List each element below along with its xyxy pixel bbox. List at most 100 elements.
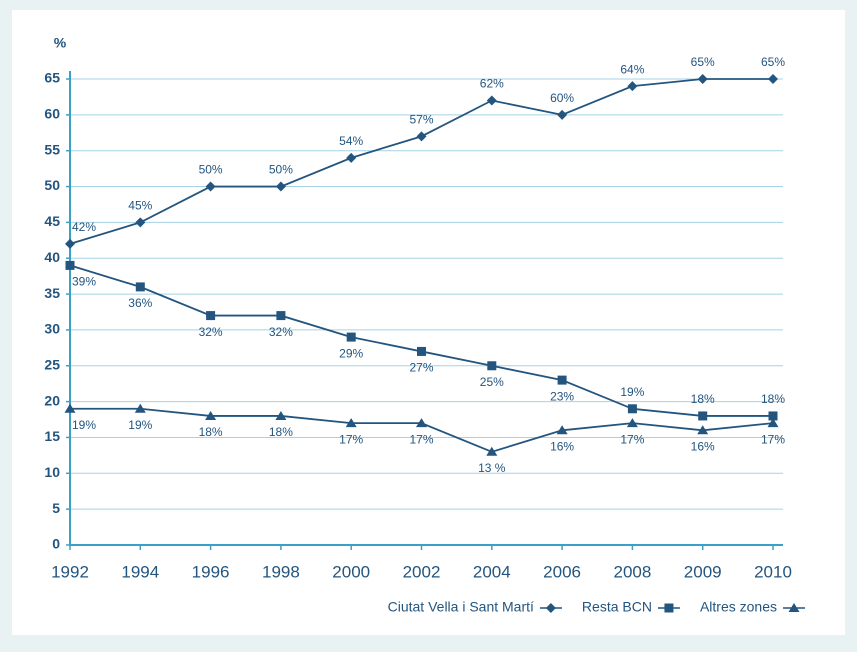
marker xyxy=(627,404,637,414)
marker xyxy=(768,74,778,84)
x-tick-label: 1992 xyxy=(51,562,89,581)
legend-label: Resta BCN xyxy=(582,599,652,615)
x-tick-label: 2004 xyxy=(473,562,511,581)
x-tick-label: 2010 xyxy=(754,562,792,581)
y-tick-label: 65 xyxy=(44,70,60,86)
x-tick-label: 2008 xyxy=(613,562,651,581)
value-label: 32% xyxy=(269,325,293,339)
y-tick-label: 60 xyxy=(44,106,60,122)
marker xyxy=(697,74,708,84)
marker xyxy=(486,95,497,106)
value-label: 27% xyxy=(409,361,433,375)
marker xyxy=(417,346,426,356)
y-tick-label: 45 xyxy=(44,213,60,229)
y-tick-label: 40 xyxy=(44,249,60,265)
legend-marker xyxy=(664,603,674,613)
legend-label: Altres zones xyxy=(700,599,777,615)
value-label: 17% xyxy=(620,432,644,446)
value-label: 13 % xyxy=(478,461,506,475)
x-tick-label: 1994 xyxy=(121,562,159,581)
value-label: 18% xyxy=(199,425,223,439)
y-tick-label: 5 xyxy=(52,500,60,516)
marker xyxy=(346,152,357,163)
y-tick-label: 15 xyxy=(44,428,60,444)
value-label: 54% xyxy=(339,134,363,148)
marker xyxy=(135,282,145,292)
value-label: 17% xyxy=(761,432,785,446)
y-tick-label: 0 xyxy=(52,536,60,552)
value-label: 19% xyxy=(620,385,644,399)
marker xyxy=(416,418,427,428)
marker xyxy=(275,181,286,192)
legend-marker xyxy=(545,603,556,613)
marker xyxy=(698,411,708,421)
marker xyxy=(276,311,286,321)
value-label: 57% xyxy=(409,113,433,127)
marker xyxy=(556,425,568,435)
value-label: 60% xyxy=(550,91,574,105)
value-label: 16% xyxy=(691,439,715,453)
value-label: 18% xyxy=(761,392,785,406)
marker xyxy=(557,109,568,120)
marker xyxy=(345,418,357,428)
value-label: 64% xyxy=(620,62,644,76)
marker xyxy=(627,81,638,92)
y-tick-label: 10 xyxy=(44,464,60,480)
legend-marker xyxy=(788,603,800,612)
value-label: 16% xyxy=(550,439,574,453)
value-label: 42% xyxy=(72,220,96,234)
value-label: 19% xyxy=(72,418,96,432)
x-tick-label: 1998 xyxy=(262,562,300,581)
marker xyxy=(205,410,217,420)
y-tick-label: 20 xyxy=(44,392,60,408)
panel xyxy=(12,10,845,635)
value-label: 25% xyxy=(480,375,504,389)
value-label: 36% xyxy=(128,296,152,310)
marker xyxy=(346,332,356,342)
x-tick-label: 2000 xyxy=(332,562,370,581)
marker xyxy=(557,375,567,385)
marker xyxy=(205,181,216,192)
marker xyxy=(64,403,76,413)
marker xyxy=(626,418,638,428)
marker xyxy=(768,411,778,421)
marker xyxy=(134,403,146,413)
value-label: 23% xyxy=(550,389,574,403)
marker xyxy=(135,217,146,228)
x-tick-label: 2009 xyxy=(684,562,722,581)
x-tick-label: 2002 xyxy=(403,562,441,581)
value-label: 29% xyxy=(339,346,363,360)
y-tick-label: 50 xyxy=(44,177,60,193)
value-label: 65% xyxy=(761,55,785,69)
marker xyxy=(65,260,75,270)
value-label: 18% xyxy=(269,425,293,439)
y-tick-label: 30 xyxy=(44,321,60,337)
marker xyxy=(416,131,427,142)
marker xyxy=(487,361,497,371)
y-tick-label: 25 xyxy=(44,356,60,372)
marker xyxy=(275,410,287,420)
y-tick-label: 35 xyxy=(44,285,60,301)
value-label: 50% xyxy=(199,163,223,177)
value-label: 39% xyxy=(72,275,96,289)
legend-label: Ciutat Vella i Sant Martí xyxy=(388,599,534,615)
y-axis-title: % xyxy=(54,35,67,51)
marker xyxy=(697,425,709,435)
marker xyxy=(206,311,216,321)
value-label: 17% xyxy=(409,432,433,446)
x-tick-label: 1996 xyxy=(192,562,230,581)
value-label: 65% xyxy=(691,55,715,69)
value-label: 62% xyxy=(480,77,504,91)
value-label: 19% xyxy=(128,418,152,432)
marker xyxy=(486,446,498,456)
x-tick-label: 2006 xyxy=(543,562,581,581)
marker xyxy=(65,238,75,249)
value-label: 45% xyxy=(128,199,152,213)
value-label: 18% xyxy=(691,392,715,406)
value-label: 50% xyxy=(269,163,293,177)
value-label: 32% xyxy=(199,325,223,339)
marker xyxy=(767,418,779,428)
y-tick-label: 55 xyxy=(44,141,60,157)
